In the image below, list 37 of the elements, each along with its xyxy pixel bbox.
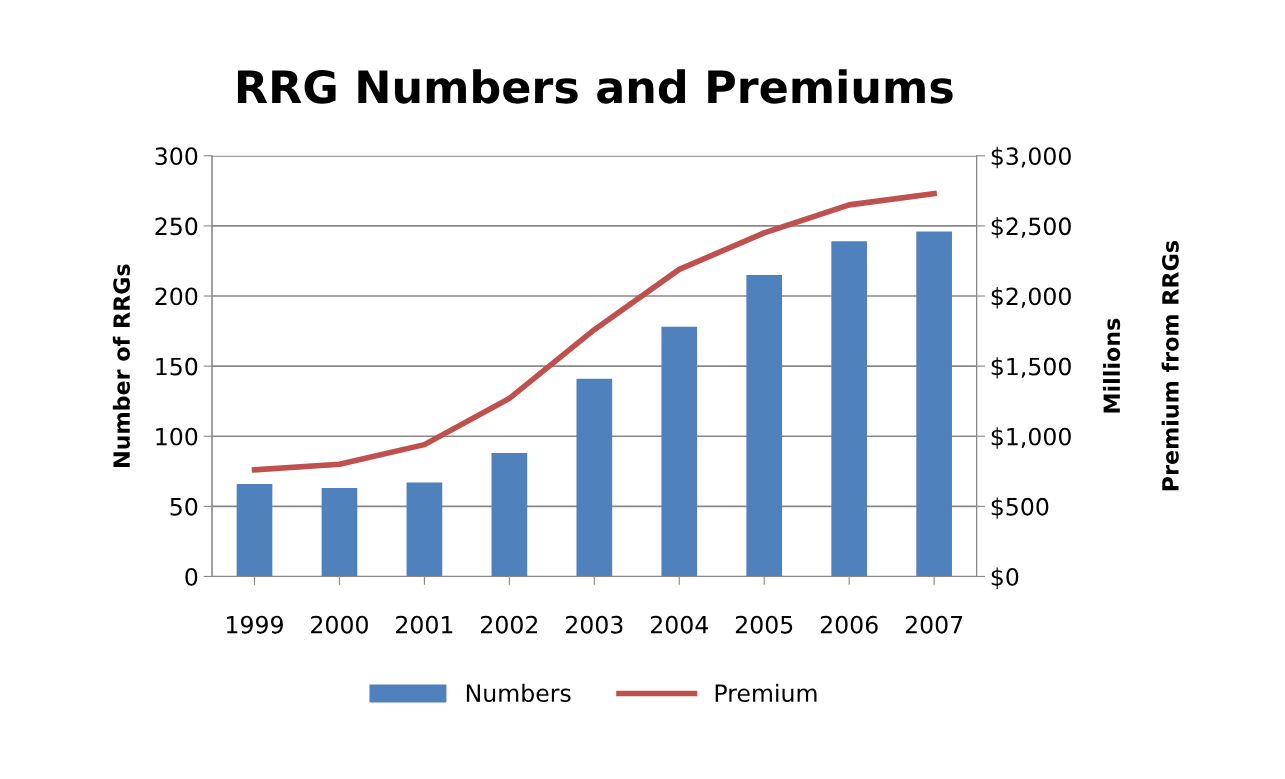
y-tick-label: 150 xyxy=(156,357,198,376)
x-tick-label: 2004 xyxy=(650,615,708,634)
y2-tick-label: $2,500 xyxy=(991,216,1071,239)
bar xyxy=(491,453,528,577)
bar xyxy=(661,326,698,577)
legend-label: Premium xyxy=(715,683,817,703)
bar xyxy=(916,231,952,577)
bar xyxy=(576,378,613,577)
y2-tick-label: $0 xyxy=(991,567,1019,589)
y-tick-label: 300 xyxy=(155,147,198,166)
y2-tick-label: $2,000 xyxy=(991,287,1071,309)
bar xyxy=(236,483,273,577)
y2-tick-label: $1,500 xyxy=(991,357,1071,379)
bar xyxy=(321,488,358,577)
x-tick-label: 2005 xyxy=(735,615,793,634)
x-tick-label: 2003 xyxy=(566,615,623,634)
y-tick-label: 0 xyxy=(185,567,198,586)
x-tick-label: 2006 xyxy=(820,615,878,634)
text: Millions Premium from RRGs xyxy=(1102,241,1179,491)
y-tick-label: 250 xyxy=(155,217,198,236)
legend-label: Numbers xyxy=(466,683,571,703)
bar xyxy=(406,482,443,577)
chart-title: RRG Numbers and Premiums xyxy=(237,69,953,104)
y-tick-label: 100 xyxy=(156,427,198,446)
y2-tick-label: $1,000 xyxy=(991,427,1071,449)
y-axis-title: Number of RRGs xyxy=(112,264,131,467)
y-tick-label: 200 xyxy=(155,287,198,306)
bar xyxy=(831,241,868,577)
bar xyxy=(746,274,783,577)
y2-tick-label: $500 xyxy=(991,497,1049,519)
x-tick-label: 1999 xyxy=(227,615,283,634)
y-tick-label: 50 xyxy=(170,497,198,516)
x-tick-label: 2000 xyxy=(311,615,368,634)
x-tick-label: 2002 xyxy=(481,615,538,634)
x-tick-label: 2001 xyxy=(396,615,453,634)
y2-tick-label: $3,000 xyxy=(991,146,1071,169)
x-tick-label: 2007 xyxy=(905,615,963,634)
